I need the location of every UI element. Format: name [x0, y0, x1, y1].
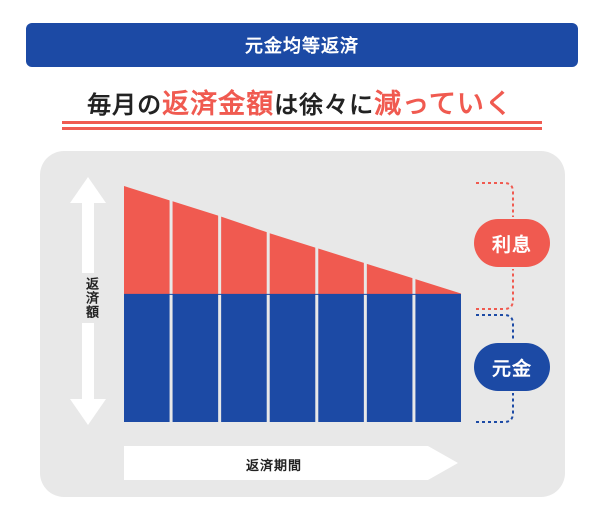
- x-axis-label: 返済期間: [245, 459, 302, 474]
- title-banner: 元金均等返済: [26, 23, 578, 67]
- underline-bottom: [62, 127, 542, 130]
- interest-bar: [415, 279, 461, 295]
- subtitle-highlight-1: 返済金額: [162, 89, 275, 120]
- principal-legend-badge: 元金: [474, 343, 550, 391]
- principal-bar: [269, 294, 316, 422]
- subtitle-highlight-2: 減っていく: [374, 89, 513, 120]
- interest-legend-label: 利息: [491, 233, 532, 256]
- principal-bar: [124, 294, 170, 422]
- interest-bar: [269, 233, 316, 295]
- subtitle-part-2: は徐々に: [274, 91, 375, 119]
- interest-bar: [172, 201, 219, 295]
- interest-bar: [366, 263, 413, 295]
- principal-bar: [318, 294, 364, 422]
- interest-bar: [124, 186, 170, 295]
- bar-group: [124, 186, 461, 422]
- title-text: 元金均等返済: [245, 36, 359, 57]
- interest-bracket-bottom: [476, 269, 514, 310]
- principal-bar: [366, 294, 413, 422]
- principal-bar: [415, 294, 461, 422]
- underline-top: [62, 121, 542, 124]
- interest-bracket-top: [476, 182, 514, 217]
- principal-bar: [172, 294, 219, 422]
- interest-bar: [221, 216, 267, 295]
- subtitle-part-1: 毎月の: [87, 91, 163, 119]
- principal-bracket-top: [476, 314, 514, 341]
- principal-bracket-bottom: [476, 393, 514, 423]
- interest-bar: [318, 248, 364, 295]
- subtitle: 毎月の返済金額は徐々に減っていく: [0, 82, 600, 121]
- principal-bar: [221, 294, 267, 422]
- horizontal-arrow-icon: [124, 446, 458, 480]
- y-axis-label: 返済額: [76, 273, 100, 323]
- interest-legend-badge: 利息: [474, 219, 550, 267]
- principal-legend-label: 元金: [491, 357, 532, 380]
